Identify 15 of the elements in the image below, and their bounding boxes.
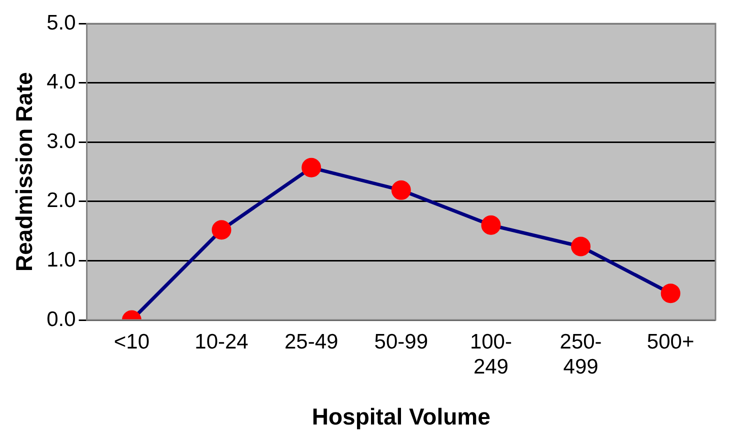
y-tick-label: 3.0 [46,130,76,153]
y-tick-label: 1.0 [46,248,76,272]
y-tick-label: 2.0 [46,189,76,212]
x-tick-label: 10-24 [194,330,249,354]
x-tick-label: 25-49 [284,330,338,354]
x-tick-label: 100-249 [470,330,512,379]
y-tick-label: 5.0 [46,11,76,34]
x-tick-label: 50-99 [374,330,428,354]
y-tick-label: 4.0 [46,70,76,94]
y-axis-title: Readmission Rate [11,72,38,272]
x-axis-title: Hospital Volume [312,404,490,430]
x-tick-label: 500+ [646,330,694,354]
x-tick-label: 250-499 [560,330,602,379]
y-tick-label: 0.0 [46,308,76,331]
x-tick-label: <10 [114,330,150,354]
